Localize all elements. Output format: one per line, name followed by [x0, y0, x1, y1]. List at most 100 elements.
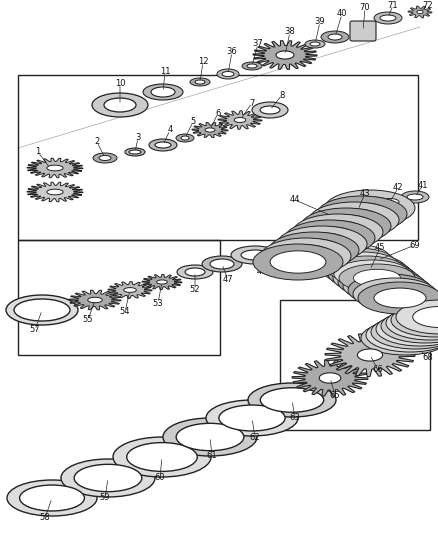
Ellipse shape [176, 423, 243, 451]
Ellipse shape [20, 485, 84, 511]
Ellipse shape [300, 208, 390, 244]
Text: 39: 39 [314, 18, 325, 27]
Ellipse shape [277, 245, 333, 267]
Ellipse shape [259, 106, 279, 114]
Ellipse shape [373, 12, 401, 24]
Ellipse shape [342, 270, 426, 302]
Text: 40: 40 [336, 10, 346, 19]
Ellipse shape [407, 310, 438, 330]
Text: 7: 7 [249, 99, 254, 108]
Text: 61: 61 [206, 451, 217, 461]
Polygon shape [47, 189, 63, 195]
Ellipse shape [323, 252, 399, 280]
Ellipse shape [14, 299, 70, 321]
Ellipse shape [363, 280, 415, 300]
Ellipse shape [324, 190, 414, 226]
Text: 57: 57 [30, 326, 40, 335]
Polygon shape [233, 118, 245, 123]
Ellipse shape [373, 288, 425, 308]
Polygon shape [191, 123, 227, 138]
Ellipse shape [402, 312, 438, 334]
Text: 66: 66 [372, 366, 382, 375]
Ellipse shape [382, 325, 436, 345]
Text: 5: 5 [190, 117, 195, 126]
Ellipse shape [284, 220, 374, 256]
Polygon shape [27, 182, 83, 202]
Ellipse shape [337, 266, 421, 298]
Ellipse shape [377, 327, 431, 349]
Ellipse shape [328, 256, 404, 284]
Text: 54: 54 [120, 308, 130, 317]
Ellipse shape [316, 196, 406, 232]
Ellipse shape [301, 227, 357, 249]
Polygon shape [88, 297, 102, 303]
Ellipse shape [7, 480, 97, 516]
Ellipse shape [385, 306, 438, 340]
Ellipse shape [205, 400, 297, 436]
Ellipse shape [333, 253, 380, 271]
Ellipse shape [129, 150, 141, 154]
Ellipse shape [240, 250, 268, 260]
Text: 71: 71 [387, 1, 397, 10]
Ellipse shape [309, 42, 319, 46]
Ellipse shape [370, 315, 438, 349]
Ellipse shape [148, 139, 177, 151]
Text: 4: 4 [167, 125, 172, 134]
Text: 65: 65 [329, 391, 339, 400]
Polygon shape [27, 158, 83, 178]
Ellipse shape [327, 258, 411, 290]
Ellipse shape [162, 418, 256, 456]
Ellipse shape [247, 64, 256, 68]
Ellipse shape [99, 156, 111, 160]
Ellipse shape [333, 203, 389, 225]
Ellipse shape [113, 437, 211, 477]
Polygon shape [108, 281, 152, 298]
Polygon shape [141, 274, 182, 289]
Polygon shape [357, 349, 382, 361]
Ellipse shape [219, 405, 284, 431]
Ellipse shape [104, 98, 136, 112]
Ellipse shape [74, 464, 141, 491]
Ellipse shape [338, 260, 390, 280]
Ellipse shape [286, 239, 341, 261]
Ellipse shape [347, 274, 431, 306]
Ellipse shape [365, 318, 438, 352]
Text: 60: 60 [154, 472, 165, 481]
Ellipse shape [353, 272, 405, 292]
Ellipse shape [380, 198, 398, 206]
Ellipse shape [406, 194, 422, 200]
Text: 10: 10 [114, 78, 125, 87]
Ellipse shape [92, 93, 148, 117]
Ellipse shape [379, 15, 395, 21]
Text: 12: 12 [197, 58, 208, 67]
Ellipse shape [380, 309, 438, 343]
Text: 62: 62 [249, 432, 260, 441]
Ellipse shape [230, 246, 279, 264]
Text: 1: 1 [35, 148, 41, 157]
Polygon shape [205, 128, 215, 132]
Ellipse shape [332, 262, 416, 294]
Ellipse shape [322, 254, 406, 286]
Ellipse shape [338, 257, 385, 274]
FancyBboxPatch shape [349, 21, 375, 41]
Ellipse shape [327, 34, 341, 40]
Polygon shape [324, 334, 414, 377]
Ellipse shape [318, 215, 373, 237]
Ellipse shape [373, 195, 405, 209]
Ellipse shape [6, 295, 78, 325]
Text: 69: 69 [409, 240, 419, 249]
Ellipse shape [143, 84, 183, 100]
Text: 38: 38 [284, 28, 295, 36]
Ellipse shape [222, 71, 233, 77]
Polygon shape [218, 111, 261, 129]
Ellipse shape [343, 261, 390, 279]
Text: 44: 44 [289, 196, 300, 205]
Text: 8: 8 [279, 91, 284, 100]
Ellipse shape [357, 282, 438, 314]
Text: 43: 43 [359, 189, 370, 198]
Ellipse shape [209, 259, 233, 269]
Ellipse shape [320, 31, 348, 43]
Ellipse shape [397, 316, 438, 336]
Ellipse shape [216, 69, 238, 79]
Ellipse shape [151, 87, 175, 97]
